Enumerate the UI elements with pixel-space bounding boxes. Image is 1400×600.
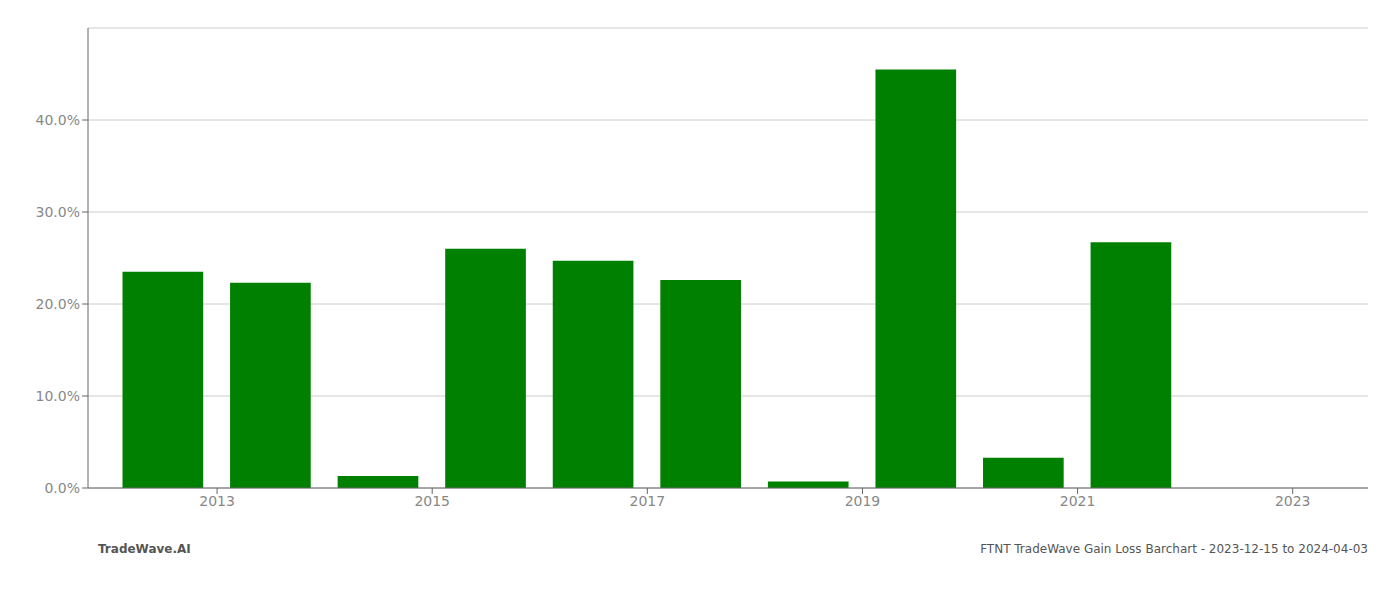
html-text:FTNT TradeWave Gain Loss Barch: FTNT TradeWave Gain Loss Barchart - 2023… (980, 542, 1368, 556)
svg-text:20.0%: 20.0% (36, 296, 80, 312)
svg-text:2013: 2013 (199, 493, 235, 509)
svg-text:10.0%: 10.0% (36, 388, 80, 404)
svg-text:2019: 2019 (845, 493, 881, 509)
html-text:TradeWave.AI: TradeWave.AI (98, 542, 191, 556)
svg-text:2015: 2015 (414, 493, 450, 509)
svg-text:2023: 2023 (1275, 493, 1311, 509)
svg-text:40.0%: 40.0% (36, 112, 80, 128)
svg-text:2017: 2017 (630, 493, 666, 509)
svg-text:2021: 2021 (1060, 493, 1096, 509)
svg-text:0.0%: 0.0% (44, 480, 80, 496)
svg-text:30.0%: 30.0% (36, 204, 80, 220)
